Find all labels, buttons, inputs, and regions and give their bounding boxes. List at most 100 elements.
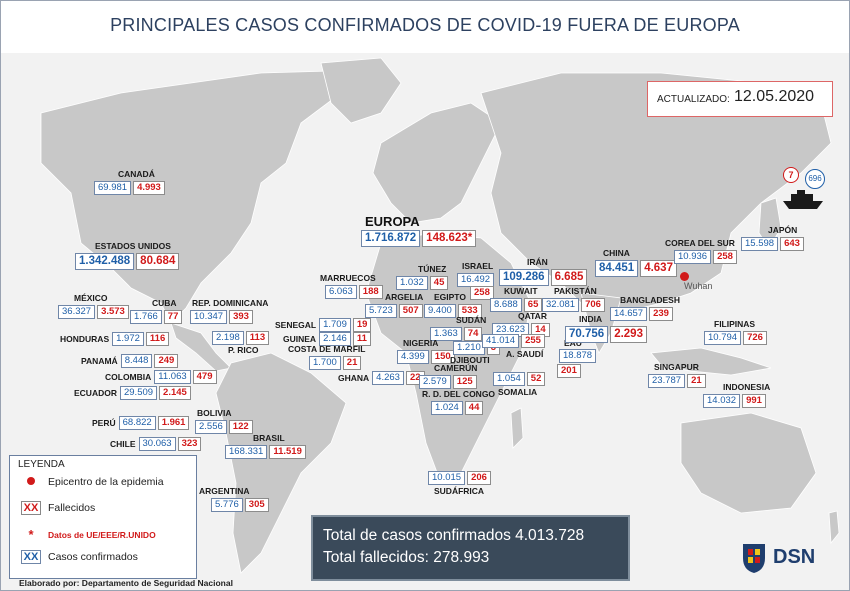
updated-box: ACTUALIZADO: 12.05.2020 (647, 81, 833, 117)
country-name: PERÚ (92, 418, 116, 428)
country-name: MÉXICO (74, 293, 108, 303)
country-a-saudi: 41.014 255 (482, 334, 547, 348)
country-argentina: ARGENTINA 5.776 305 (199, 486, 271, 512)
legend-datos-ue-label: Datos de UE/EEE/R.UNIDO (48, 529, 156, 540)
country-name: QATAR (518, 311, 547, 321)
country-name: CHINA (603, 248, 630, 258)
country-usa: ESTADOS UNIDOS 1.342.488 80.684 (75, 241, 181, 270)
cases-value: 2.579 (419, 375, 451, 389)
deaths-value: 52 (526, 372, 546, 386)
europe-shape (372, 102, 502, 224)
cases-value: 2.146 (319, 332, 351, 346)
country-name: BANGLADESH (620, 295, 680, 305)
deaths-value: 11 (352, 332, 371, 346)
country-ecuador: ECUADOR 29.509 2.145 (74, 386, 193, 400)
north-america-shape (40, 70, 342, 324)
dsn-logo: DSN (735, 536, 843, 580)
south-america-shape (215, 352, 347, 574)
cases-value: 10.936 (674, 250, 712, 264)
cases-value: 1.700 (309, 356, 341, 370)
country-senegal: SENEGAL 1.709 19 (275, 318, 373, 332)
cases-value: 11.063 (154, 370, 191, 384)
country-name: FILIPINAS (714, 319, 756, 329)
country-filipinas: FILIPINAS 10.794 726 (704, 319, 769, 345)
madagascar-shape (510, 407, 524, 449)
cases-value: 2.556 (195, 420, 227, 434)
deaths-value: 65 (523, 298, 543, 312)
deaths-value: 74 (463, 327, 483, 341)
deaths-value: 113 (245, 331, 270, 345)
country-nigeria: NIGERIA 4.399 150 (397, 338, 457, 364)
a-saudi-label: A. SAUDÍ (506, 349, 544, 359)
cases-value: 10.347 (190, 310, 228, 324)
cases-value: 1.054 (493, 372, 525, 386)
coat-of-arms-icon (743, 544, 765, 573)
deaths-value: 21 (342, 356, 362, 370)
country-name: JAPÓN (768, 225, 798, 235)
country-marruecos: MARRUECOS 6.063 188 (320, 273, 385, 299)
cases-value: 29.509 (119, 386, 158, 400)
footer-credit: Elaborado por: Departamento de Seguridad… (19, 578, 233, 588)
deaths-value: 533 (457, 304, 482, 318)
country-chile: CHILE 30.063 323 (110, 437, 203, 451)
deaths-value: 258 (713, 250, 737, 264)
country-name: PAKISTÁN (554, 286, 597, 296)
cases-value: 70.756 (565, 326, 609, 343)
cases-value: 168.331 (225, 445, 268, 459)
deaths-value: 479 (192, 370, 217, 384)
country-ghana: GHANA 4.263 22 (338, 371, 427, 385)
country-name: BOLIVIA (197, 408, 232, 418)
deaths-swatch-icon: XX (20, 501, 42, 515)
asterisk-icon: * (28, 527, 34, 542)
country-name: ESTADOS UNIDOS (95, 241, 171, 251)
country-name: PANAMÁ (81, 356, 118, 366)
deaths-value: 393 (229, 310, 253, 324)
eau-label: EAU (564, 338, 582, 348)
country-mexico: MÉXICO 36.327 3.573 (58, 293, 131, 319)
cases-value: 8.688 (490, 298, 522, 312)
deaths-value: 125 (452, 375, 477, 389)
deaths-value: 706 (581, 298, 605, 312)
cases-value: 69.981 (94, 181, 132, 195)
deaths-value: 2.145 (159, 386, 191, 400)
country-name: ARGENTINA (199, 486, 250, 496)
cases-value: 16.492 (457, 273, 495, 287)
deaths-value: 4.637 (640, 260, 677, 277)
deaths-value: 45 (429, 276, 449, 290)
cruise-ship-marker: 7 696 (779, 165, 827, 215)
deaths-value: 11.519 (269, 445, 306, 459)
country-name: SENEGAL (275, 320, 317, 330)
cases-value: 1.709 (319, 318, 351, 332)
deaths-value: 239 (649, 307, 673, 321)
ship-deaths-badge: 7 (783, 167, 799, 183)
deaths-value: 1.961 (157, 416, 190, 430)
country-china: CHINA 84.451 4.637 (595, 248, 679, 277)
legend-datos-ue: * Datos de UE/EEE/R.UNIDO (20, 527, 156, 542)
epicenter-icon (20, 476, 42, 488)
updated-date: 12.05.2020 (734, 88, 815, 105)
country-qatar: QATAR 23.623 14 (492, 311, 552, 337)
country-egipto: EGIPTO 9.400 533 (424, 292, 484, 318)
israel-deaths-row: 258 (470, 286, 496, 300)
title-bar: PRINCIPALES CASOS CONFIRMADOS DE COVID-1… (1, 1, 849, 53)
total-confirmed: Total de casos confirmados 4.013.728 (323, 527, 585, 544)
sudafrica-label: SUDÁFRICA (434, 486, 485, 496)
country-sudan: SUDÁN 1.363 74 (430, 315, 486, 341)
cases-value: 5.723 (365, 304, 397, 318)
cases-value: 30.063 (138, 437, 176, 451)
europe-cases: 1.716.872 (361, 230, 421, 247)
deaths-value: 255 (521, 334, 545, 348)
legend-fallecidos-label: Fallecidos (48, 502, 96, 514)
legend: LEYENDA Epicentro de la epidemia XX Fall… (9, 455, 197, 579)
country-name: MARRUECOS (320, 273, 376, 283)
total-deaths: Total fallecidos: 278.993 (323, 549, 490, 566)
legend-confirmados-label: Casos confirmados (48, 551, 138, 563)
deaths-value: 2.293 (610, 326, 647, 343)
central-america-shape (170, 322, 232, 372)
country-cuba: CUBA 1.766 77 (130, 298, 184, 324)
cases-value: 68.822 (118, 416, 156, 430)
cases-swatch-icon: XX (20, 550, 42, 564)
country-name: ARGELIA (385, 292, 424, 302)
cases-value: 18.878 (559, 349, 597, 363)
